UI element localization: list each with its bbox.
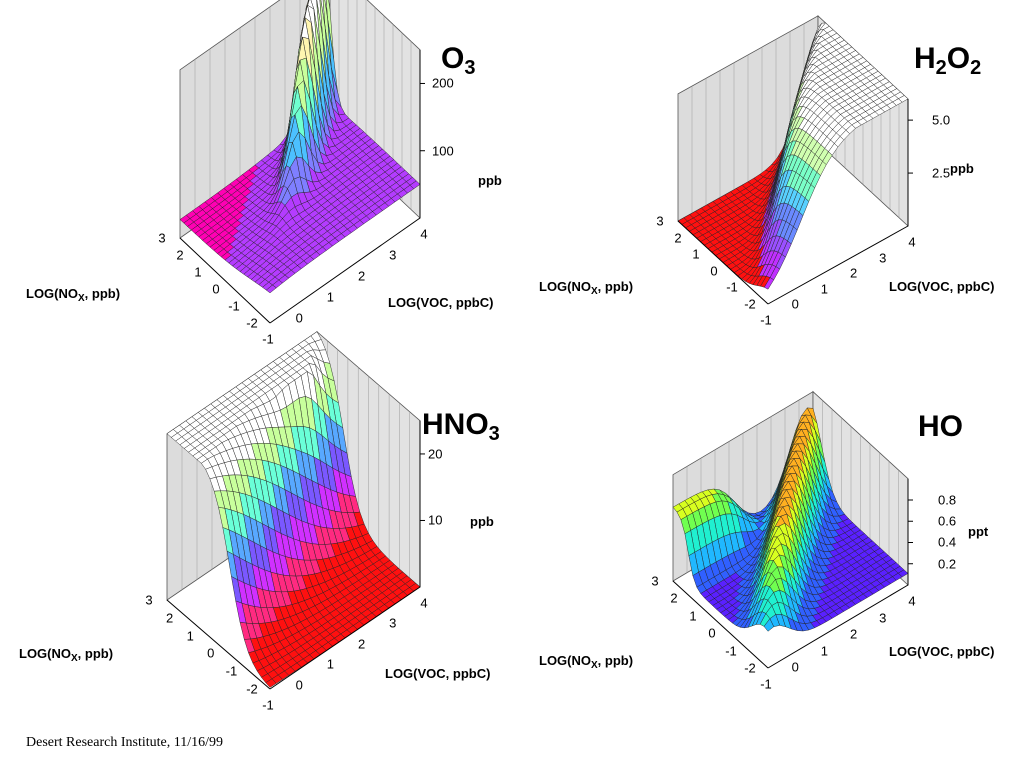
panel-3-title: HNO3	[422, 408, 500, 446]
surface-cell	[763, 277, 775, 290]
y-tick-label: 0	[791, 659, 799, 675]
y-tick-label: 2	[849, 626, 858, 642]
x-axis-line	[677, 220, 769, 305]
y-axis-line	[767, 225, 909, 305]
z-tick-label: 20	[428, 446, 443, 462]
panel-2-x-axis-label: LOG(NOX, ppb)	[539, 279, 634, 297]
x-tick-label: 1	[692, 246, 700, 262]
x-tick-label: -1	[725, 643, 737, 659]
x-tick-label: 1	[194, 264, 202, 280]
y-tick-label: 1	[820, 281, 829, 297]
x-tick-label: 0	[212, 281, 220, 297]
x-tick-label: 3	[145, 592, 153, 608]
panel-4-title: HO	[918, 410, 963, 448]
x-tick-label: 3	[651, 573, 659, 589]
x-tick-label: -1	[225, 663, 238, 679]
y-tick-label: 2	[357, 268, 366, 284]
z-tick-label: 0.6	[938, 513, 957, 529]
panel-1-x-axis-label: LOG(NOX, ppb)	[26, 286, 121, 304]
x-tick-label: -2	[744, 660, 756, 676]
x-tick-label: 0	[708, 625, 716, 641]
x-tick-label: 3	[158, 230, 166, 246]
panel-3	[166, 330, 425, 690]
x-tick-label: 1	[186, 628, 194, 644]
y-tick-label: 0	[295, 310, 303, 326]
y-tick-label: 3	[389, 247, 397, 263]
y-tick-label: 3	[879, 250, 887, 266]
y-tick-label: 0	[295, 677, 303, 693]
z-tick-label: 0.2	[938, 556, 957, 572]
title-subscript: 2	[970, 57, 982, 79]
x-tick-label: -2	[246, 315, 258, 331]
y-tick-label: 4	[908, 234, 916, 250]
title-text: H	[914, 42, 936, 75]
y-tick-label: 4	[420, 226, 428, 242]
y-tick-label: 3	[389, 615, 397, 631]
panel-3-z-unit: ppb	[470, 514, 494, 529]
y-tick-label: 0	[791, 296, 799, 312]
panel-2-z-unit: ppb	[950, 161, 974, 176]
panel-2	[677, 14, 913, 305]
y-tick-label: -1	[262, 697, 274, 713]
y-tick-label: 2	[849, 265, 858, 281]
title-text: HNO	[422, 408, 489, 441]
panel-1-title: O3	[441, 42, 475, 80]
panel-3-x-axis-label: LOG(NOX, ppb)	[19, 646, 114, 664]
z-tick-label: 10	[428, 512, 443, 528]
panel-1	[179, 0, 425, 324]
y-tick-label: 4	[908, 593, 916, 609]
z-tick-label: 0.4	[938, 534, 957, 550]
title-subscript: 3	[464, 57, 476, 79]
x-tick-label: 2	[165, 610, 174, 626]
x-tick-label: 0	[207, 645, 215, 661]
z-tick-label: 5.0	[932, 112, 951, 128]
panel-4-z-unit: ppt	[968, 524, 989, 539]
x-tick-label: -2	[744, 296, 756, 312]
panel-4-x-axis-label: LOG(NOX, ppb)	[539, 653, 634, 671]
panel-2-y-axis-label: LOG(VOC, ppbC)	[889, 279, 995, 294]
y-tick-label: 1	[326, 656, 335, 672]
x-tick-label: -2	[246, 681, 258, 697]
title-subscript: 3	[488, 423, 500, 445]
y-axis-line	[269, 217, 421, 324]
y-tick-label: -1	[262, 331, 274, 347]
title-text: O	[946, 42, 971, 75]
x-tick-label: 2	[674, 230, 682, 246]
y-tick-label: 1	[326, 289, 335, 305]
y-tick-label: -1	[760, 676, 772, 692]
x-axis-line	[179, 237, 271, 324]
title-text: HO	[918, 410, 963, 443]
panel-3-y-axis-label: LOG(VOC, ppbC)	[385, 666, 491, 681]
x-tick-label: -1	[228, 298, 240, 314]
panel-4-y-axis-label: LOG(VOC, ppbC)	[889, 644, 995, 659]
x-tick-label: 1	[689, 608, 697, 624]
x-tick-label: 2	[176, 247, 184, 263]
y-tick-label: -1	[760, 312, 772, 328]
title-subscript: 2	[935, 57, 947, 79]
z-tick-label: 2.5	[932, 165, 951, 181]
x-tick-label: 3	[656, 213, 664, 229]
x-tick-label: 2	[670, 590, 678, 606]
title-text: O	[441, 42, 465, 75]
z-tick-label: 0.8	[938, 492, 957, 508]
x-tick-label: -1	[726, 279, 738, 295]
z-tick-label: 200	[432, 75, 454, 91]
y-tick-label: 3	[879, 610, 887, 626]
x-tick-label: 0	[710, 263, 718, 279]
y-tick-label: 4	[420, 595, 428, 611]
panel-1-z-unit: ppb	[478, 173, 502, 188]
z-tick-label: 100	[432, 143, 454, 159]
panel-2-title: H2O2	[914, 42, 981, 80]
panel-1-y-axis-label: LOG(VOC, ppbC)	[388, 295, 494, 310]
y-tick-label: 2	[357, 636, 366, 652]
footer-credit: Desert Research Institute, 11/16/99	[26, 735, 223, 750]
y-tick-label: 1	[820, 643, 829, 659]
surface-cell	[265, 284, 277, 294]
